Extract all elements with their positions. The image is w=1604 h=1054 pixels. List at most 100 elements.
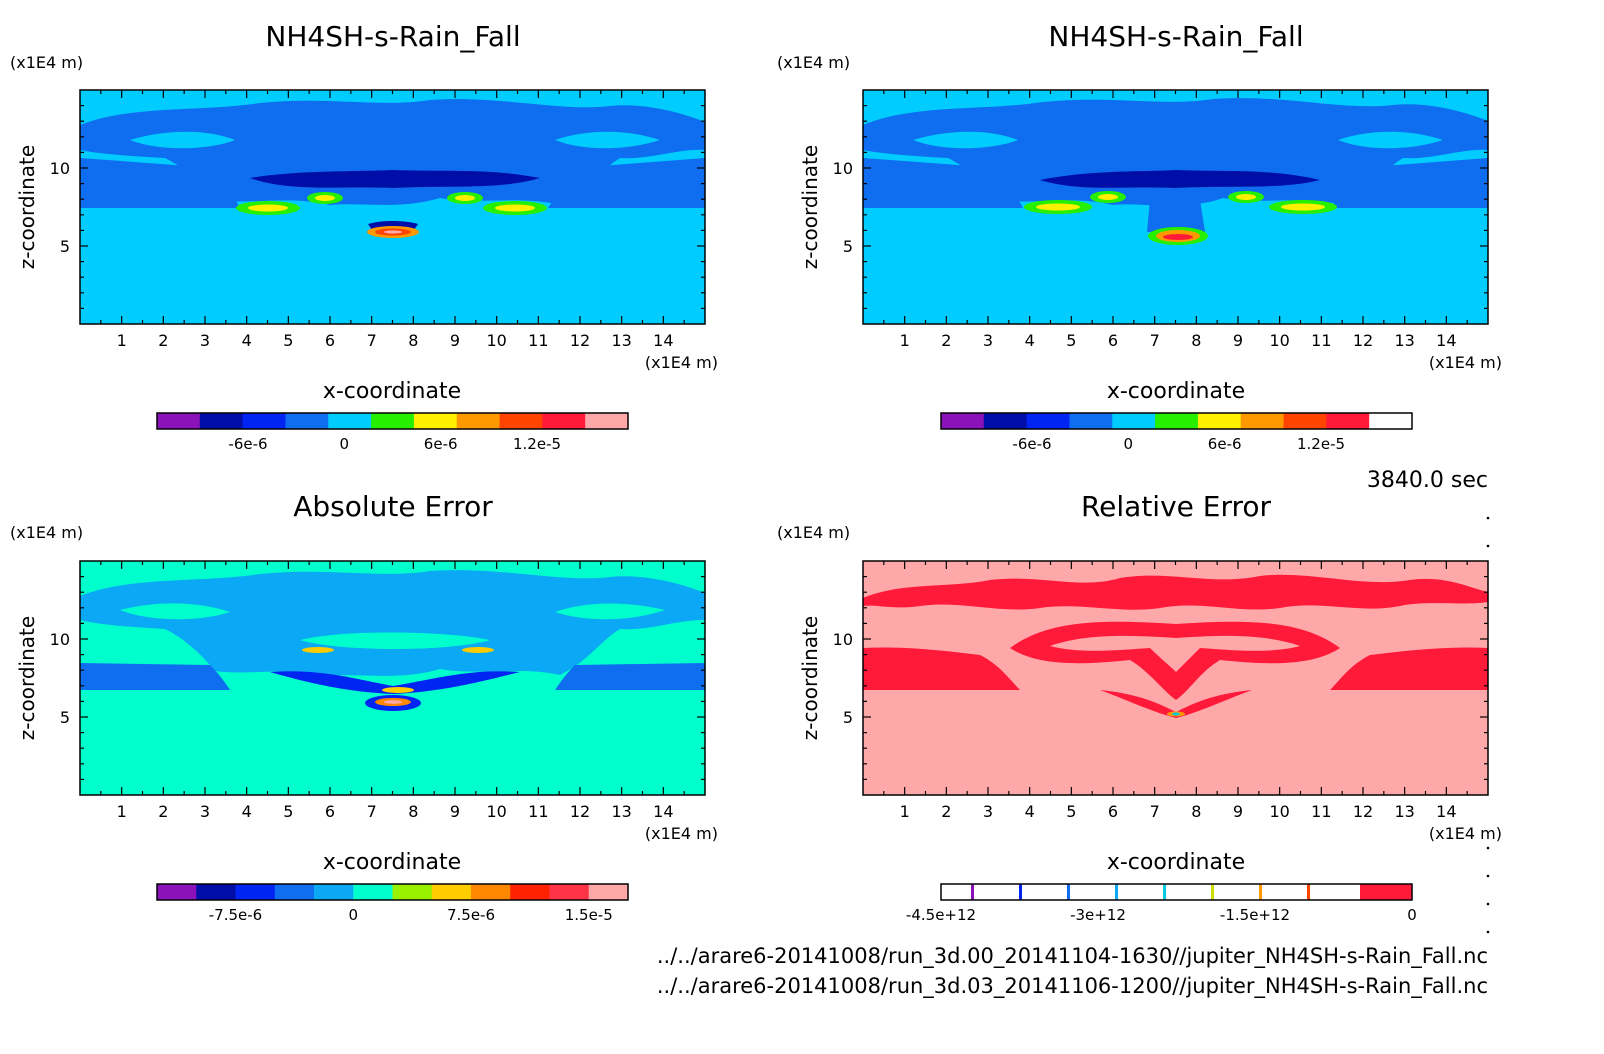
yellow-blob-right <box>1281 203 1325 211</box>
upper-band <box>80 570 705 676</box>
core-red <box>1163 234 1193 240</box>
colorbar: -6e-6 0 6e-6 1.2e-5 <box>156 412 629 453</box>
y-axis-label: z-coordinate <box>15 616 39 740</box>
colorbar-tick-label: 7.5e-6 <box>447 906 495 924</box>
colorbar-tick-label: -7.5e-6 <box>209 906 262 924</box>
x-tick-label: 5 <box>1066 331 1076 350</box>
colorbar-tick-label: 0 <box>1407 906 1417 924</box>
colorbar-swatch <box>353 884 393 900</box>
y-unit-label: (x1E4 m) <box>777 523 850 542</box>
x-unit-label: (x1E4 m) <box>645 353 718 372</box>
y-ticks: 5 10 <box>50 104 705 309</box>
x-tick-label: 2 <box>941 331 951 350</box>
heatmap-field <box>80 561 705 795</box>
y-ticks: 5 10 <box>833 104 1488 309</box>
colorbar-swatch <box>392 884 433 900</box>
yellow-blob-mid-left <box>1098 194 1118 200</box>
colorbar-swatch <box>157 884 197 900</box>
x-axis-label: x-coordinate <box>1107 850 1245 875</box>
x-tick-label: 5 <box>283 802 293 821</box>
x-tick-label: 2 <box>941 802 951 821</box>
heatmap-field <box>80 90 705 324</box>
colorbar-swatch <box>285 413 329 429</box>
colorbar-frame <box>156 412 629 430</box>
x-tick-label: 12 <box>570 331 590 350</box>
upper-speckle <box>863 574 1488 610</box>
core-cyan <box>1172 712 1180 716</box>
x-tick-label: 6 <box>325 331 335 350</box>
central-ring-hole <box>1050 635 1300 672</box>
dark-band <box>250 170 540 188</box>
y-tick-label: 10 <box>833 630 853 649</box>
colorbar-swatch <box>941 413 985 429</box>
colorbar-frame <box>940 412 1413 430</box>
x-tick-label: 10 <box>486 802 506 821</box>
colorbar-swatch <box>1019 884 1022 900</box>
colorbar-frame <box>940 883 1413 901</box>
heatmap-field <box>863 561 1488 795</box>
x-unit-label: (x1E4 m) <box>1429 353 1502 372</box>
x-tick-label: 13 <box>1394 802 1414 821</box>
x-tick-label: 12 <box>1353 331 1373 350</box>
colorbar-swatch <box>1283 413 1327 429</box>
colorbar-swatch <box>199 413 244 429</box>
x-tick-label: 9 <box>450 331 460 350</box>
x-ticks: 1 2 3 4 5 6 7 8 9 10 11 12 13 14 <box>100 561 685 821</box>
colorbar-swatch <box>499 413 543 429</box>
colorbar-swatch <box>274 884 315 900</box>
y-tick-label: 10 <box>50 159 70 178</box>
colorbar-swatch <box>1069 413 1113 429</box>
file-path-line-2: ../../arare6-20141008/run_3d.03_20141106… <box>657 974 1488 999</box>
x-tick-label: 11 <box>1311 802 1331 821</box>
yellow-blob-mid-right <box>455 195 475 201</box>
yellow-blob-right <box>462 647 494 653</box>
colorbar-tick-label: -6e-6 <box>1012 435 1051 453</box>
colorbar-swatch <box>1211 884 1214 900</box>
colorbar-swatch <box>314 884 354 900</box>
x-tick-label: 5 <box>283 331 293 350</box>
y-unit-label: (x1E4 m) <box>10 53 83 72</box>
upper-pocket-right <box>555 131 660 149</box>
colorbar-swatch <box>1307 884 1310 900</box>
file-path-line-1: ../../arare6-20141008/run_3d.00_20141104… <box>657 944 1488 969</box>
yellow-blob-left <box>248 204 288 212</box>
x-tick-label: 8 <box>1191 331 1201 350</box>
colorbar-swatch <box>431 884 472 900</box>
yellow-blob-mid-right <box>1236 194 1256 200</box>
colorbar-swatch <box>971 884 974 900</box>
colorbar-swatch <box>371 413 415 429</box>
x-tick-label: 1 <box>900 802 910 821</box>
x-tick-label: 6 <box>1108 802 1118 821</box>
left-band <box>863 647 1020 690</box>
x-tick-label: 1 <box>117 802 127 821</box>
y-ticks: 5 10 <box>833 575 1488 781</box>
colorbar-frame <box>156 883 629 901</box>
x-tick-label: 2 <box>158 802 168 821</box>
colorbar-swatch <box>196 884 236 900</box>
x-tick-label: 14 <box>653 331 673 350</box>
x-tick-label: 7 <box>1150 331 1160 350</box>
colorbar-swatch <box>1369 413 1413 429</box>
x-tick-label: 9 <box>1233 802 1243 821</box>
y-tick-label: 10 <box>833 159 853 178</box>
core-pink <box>384 230 402 234</box>
yellow-blob-left <box>1036 203 1080 211</box>
x-tick-label: 8 <box>1191 802 1201 821</box>
x-tick-label: 1 <box>117 331 127 350</box>
colorbar-tick-label: -1.5e+12 <box>1220 906 1290 924</box>
left-band <box>80 158 240 208</box>
panel-top-left: NH4SH-s-Rain_Fall (x1E4 m) 1 2 3 4 5 6 7 8 9 10 11… <box>10 20 718 453</box>
colorbar-swatch <box>1259 884 1262 900</box>
x-tick-label: 3 <box>983 802 993 821</box>
left-band <box>80 663 230 690</box>
heatmap-field <box>863 90 1488 324</box>
x-tick-label: 11 <box>1311 331 1331 350</box>
x-tick-label: 10 <box>1269 802 1289 821</box>
x-tick-label: 11 <box>528 802 548 821</box>
core-pink <box>384 700 402 704</box>
colorbar-swatch <box>1240 413 1285 429</box>
x-tick-label: 3 <box>983 331 993 350</box>
x-tick-label: 10 <box>486 331 506 350</box>
colorbar-swatch <box>235 884 276 900</box>
